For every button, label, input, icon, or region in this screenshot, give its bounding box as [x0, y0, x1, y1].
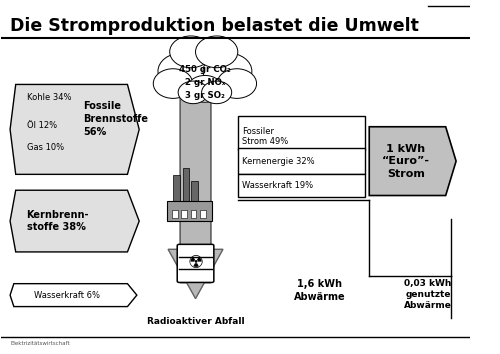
Circle shape: [178, 81, 208, 104]
Bar: [238, 148, 364, 175]
Text: Kernbrenn-
stoffe 38%: Kernbrenn- stoffe 38%: [26, 210, 89, 232]
Text: Wasserkraft 6%: Wasserkraft 6%: [34, 291, 100, 299]
Bar: [182, 210, 187, 218]
Circle shape: [173, 39, 237, 86]
Polygon shape: [10, 190, 139, 252]
Text: Kernenergie 32%: Kernenergie 32%: [242, 156, 315, 166]
Circle shape: [196, 36, 238, 68]
Circle shape: [158, 53, 207, 90]
Text: 1 kWh
“Euro”-
Strom: 1 kWh “Euro”- Strom: [382, 144, 430, 178]
Circle shape: [202, 81, 232, 104]
Text: Kohle 34%: Kohle 34%: [26, 93, 71, 102]
Polygon shape: [168, 38, 223, 283]
Text: 2 gr NOₓ: 2 gr NOₓ: [184, 78, 225, 87]
Polygon shape: [10, 85, 139, 175]
Text: Strom 49%: Strom 49%: [242, 137, 288, 146]
Text: 450 gr CO₂: 450 gr CO₂: [179, 65, 231, 74]
Text: Gas 10%: Gas 10%: [26, 143, 64, 152]
Circle shape: [154, 69, 192, 98]
Polygon shape: [369, 127, 456, 195]
Text: Die Stromproduktion belastet die Umwelt: Die Stromproduktion belastet die Umwelt: [10, 17, 419, 35]
Bar: [168, 201, 212, 221]
Text: Fossile
Brennstoffe
56%: Fossile Brennstoffe 56%: [83, 101, 148, 137]
Text: Öl 12%: Öl 12%: [26, 121, 56, 130]
Bar: [183, 168, 190, 202]
Polygon shape: [168, 85, 223, 299]
Bar: [192, 181, 198, 202]
Text: Fossiler: Fossiler: [242, 127, 274, 136]
Text: 1,6 kWh
Abwärme: 1,6 kWh Abwärme: [294, 279, 346, 302]
Bar: [172, 210, 178, 218]
Polygon shape: [10, 284, 137, 307]
Text: ☢: ☢: [188, 255, 204, 272]
Bar: [200, 210, 206, 218]
Text: Radioaktiver Abfall: Radioaktiver Abfall: [146, 317, 244, 326]
Bar: [238, 174, 364, 197]
Circle shape: [170, 36, 212, 68]
Text: 0,03 kWh
genutzte
Abwärme: 0,03 kWh genutzte Abwärme: [404, 279, 452, 310]
Bar: [191, 210, 196, 218]
FancyBboxPatch shape: [177, 244, 214, 282]
Text: Wasserkraft 19%: Wasserkraft 19%: [242, 181, 314, 190]
Text: Elektrizitätswirtschaft: Elektrizitätswirtschaft: [10, 341, 70, 346]
Circle shape: [217, 69, 256, 98]
Bar: [174, 175, 180, 202]
Circle shape: [203, 53, 252, 90]
Circle shape: [187, 75, 223, 102]
Bar: [238, 116, 364, 150]
Text: 3 gr SO₂: 3 gr SO₂: [185, 91, 225, 100]
